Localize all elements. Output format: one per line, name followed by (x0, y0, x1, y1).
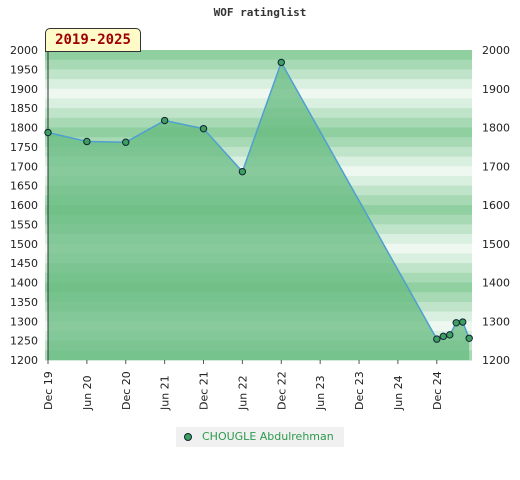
data-point (238, 167, 247, 176)
y-tick-label-left: 1700 (10, 160, 38, 173)
data-point (439, 332, 447, 341)
grid-band (45, 79, 472, 90)
y-tick-label-left: 1900 (10, 83, 38, 96)
y-tick-label-right: 1700 (482, 160, 510, 173)
grid-band (45, 50, 472, 61)
data-point (465, 334, 473, 342)
legend[interactable]: CHOUGLE Abdulrehman (176, 427, 344, 447)
period-badge: 2019-2025 (45, 28, 141, 52)
series-area (48, 62, 470, 361)
data-point (122, 138, 130, 146)
y-tick-label-left: 1200 (10, 354, 38, 367)
data-point (44, 128, 52, 137)
x-tick-label: Dec 19 (42, 371, 55, 410)
y-tick-label-left: 2000 (10, 44, 38, 57)
x-tick-label: Jun 22 (236, 375, 249, 411)
y-tick-label-left: 1950 (10, 63, 38, 76)
y-tick-label-left: 1300 (10, 315, 38, 328)
data-point (446, 331, 454, 339)
y-tick-label-right: 1900 (482, 83, 510, 96)
data-point (83, 137, 91, 146)
data-point (277, 58, 285, 67)
data-point (459, 318, 467, 326)
y-tick-label-left: 1850 (10, 102, 38, 115)
y-tick-label-left: 1250 (10, 335, 38, 348)
grid-band (45, 108, 472, 119)
chart-title: WOF ratinglist (213, 6, 307, 19)
x-tick-label: Dec 23 (353, 371, 366, 410)
y-tick-label-right: 1300 (482, 315, 510, 328)
y-tick-label-right: 1800 (482, 122, 510, 135)
legend-label: CHOUGLE Abdulrehman (202, 430, 334, 443)
y-tick-label-right: 1200 (482, 354, 510, 367)
x-tick-label: Jun 23 (314, 375, 327, 411)
y-tick-label-left: 1450 (10, 257, 38, 270)
y-tick-label-left: 1800 (10, 122, 38, 135)
y-tick-label-right: 1500 (482, 238, 510, 251)
data-point (160, 116, 169, 125)
y-tick-label-left: 1350 (10, 296, 38, 309)
y-tick-label-left: 1650 (10, 180, 38, 193)
grid-band (45, 69, 472, 80)
grid-band (45, 88, 472, 99)
y-tick-label-left: 1600 (10, 199, 38, 212)
y-tick-label-left: 1400 (10, 277, 38, 290)
x-tick-label: Dec 20 (120, 371, 133, 410)
y-tick-label-right: 1600 (482, 199, 510, 212)
x-tick-label: Jun 20 (81, 375, 94, 411)
grid-band (45, 59, 472, 70)
x-tick-label: Dec 22 (275, 371, 288, 410)
y-tick-label-right: 2000 (482, 44, 510, 57)
y-tick-label-right: 1400 (482, 277, 510, 290)
y-tick-label-left: 1550 (10, 218, 38, 231)
x-tick-label: Dec 21 (198, 371, 211, 410)
x-tick-label: Dec 24 (431, 371, 444, 410)
y-tick-label-left: 1750 (10, 141, 38, 154)
data-point (433, 335, 441, 343)
x-tick-label: Jun 21 (159, 375, 172, 411)
y-tick-label-left: 1500 (10, 238, 38, 251)
grid-band (45, 98, 472, 109)
x-tick-label: Jun 24 (392, 375, 405, 411)
data-point (452, 319, 460, 327)
data-point (199, 124, 208, 133)
legend-marker-icon (184, 433, 192, 441)
grid-band (45, 117, 472, 128)
